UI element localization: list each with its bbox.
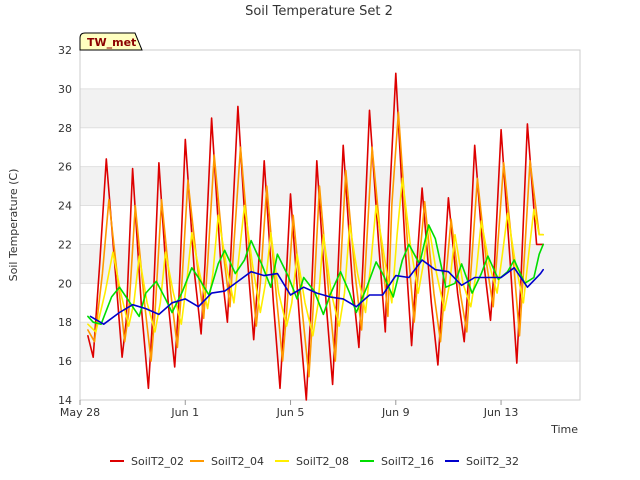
series-line-soilt2-16 (87, 224, 545, 326)
y-tick-label: 26 (58, 161, 72, 174)
legend-label: SoilT2_02 (131, 455, 184, 468)
station-badge-label: TW_met (87, 36, 136, 49)
series-line-soilt2-02 (87, 72, 545, 401)
y-axis-label: Soil Temperature (C) (7, 169, 20, 282)
x-tick-label: Jun 13 (483, 406, 519, 419)
y-tick-label: 28 (58, 122, 72, 135)
legend: SoilT2_02 SoilT2_04 SoilT2_08 SoilT2_16 Soil… (110, 455, 519, 468)
grid-band (80, 88, 580, 128)
y-tick-label: 22 (58, 238, 72, 251)
y-tick-label: 24 (58, 200, 72, 213)
legend-label: SoilT2_32 (466, 455, 519, 468)
x-tick-label: Jun 1 (170, 406, 199, 419)
x-tick-label: May 28 (60, 406, 100, 419)
series-lines (87, 72, 545, 401)
x-tick-label: Jun 5 (276, 406, 305, 419)
station-badge-shape (79, 32, 143, 51)
y-tick-label: 20 (58, 277, 72, 290)
y-tick-label: 30 (58, 83, 72, 96)
x-axis-label: Time (550, 423, 578, 436)
x-tick-label: Jun 9 (381, 406, 410, 419)
x-axis: May 28 Jun 1 Jun 5 Jun 9 Jun 13 (60, 400, 519, 419)
legend-label: SoilT2_16 (381, 455, 434, 468)
y-tick-label: 18 (58, 316, 72, 329)
series-line-soilt2-32 (89, 259, 545, 326)
plot-frame (79, 49, 581, 401)
y-tick-label: 16 (58, 355, 72, 368)
station-badge: TW_met (79, 32, 143, 51)
legend-label: SoilT2_08 (296, 455, 349, 468)
legend-label: SoilT2_04 (211, 455, 264, 468)
y-tick-label: 14 (58, 394, 72, 407)
grid-band (80, 166, 580, 206)
y-tick-label: 32 (58, 44, 72, 57)
chart-title: Soil Temperature Set 2 (245, 4, 393, 19)
y-axis: 14 16 18 20 22 24 26 28 30 32 (58, 44, 72, 407)
